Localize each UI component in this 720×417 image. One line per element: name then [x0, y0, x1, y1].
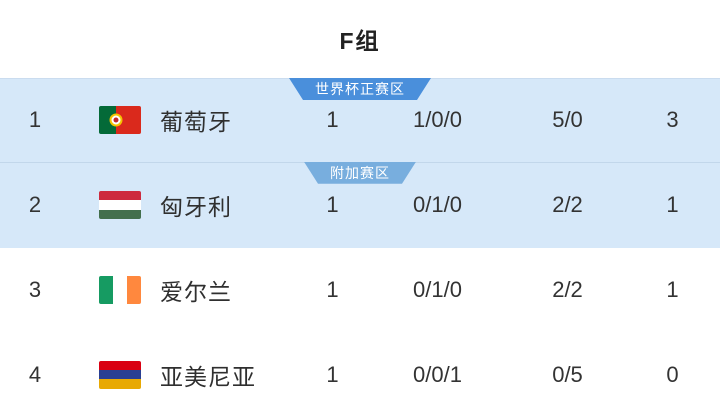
table-row-portugal[interactable]: 世界杯正赛区 1 葡萄牙 1 1/0/0 5/0 3	[0, 78, 720, 163]
win-draw-loss-cell: 1/0/0	[413, 107, 462, 133]
team-name: 爱尔兰	[160, 278, 232, 305]
goals-cell: 2/2	[552, 192, 583, 218]
team-name: 匈牙利	[160, 194, 232, 221]
goals-cell: 2/2	[552, 276, 583, 302]
table-row-armenia[interactable]: 4 亚美尼亚 1 0/0/1 0/5 0	[0, 332, 720, 417]
rank-cell: 4	[28, 361, 42, 387]
playoff-zone-badge: 附加赛区	[304, 162, 416, 184]
win-draw-loss-cell: 0/1/0	[413, 276, 462, 302]
goals-cell: 0/5	[552, 361, 583, 387]
played-cell: 1	[326, 107, 339, 133]
team-cell: 匈牙利	[70, 188, 300, 222]
armenia-flag-icon	[99, 360, 141, 389]
played-cell: 1	[326, 192, 339, 218]
played-cell: 1	[326, 361, 339, 387]
table-row-ireland[interactable]: 3 爱尔兰 1 0/1/0 2/2 1	[0, 247, 720, 333]
win-draw-loss-cell: 0/0/1	[413, 361, 462, 387]
world-cup-zone-badge: 世界杯正赛区	[289, 78, 431, 100]
ireland-flag-icon	[99, 275, 141, 304]
team-cell: 爱尔兰	[70, 273, 300, 307]
team-name: 亚美尼亚	[160, 363, 256, 390]
points-cell: 1	[666, 276, 679, 302]
points-cell: 0	[666, 361, 679, 387]
portugal-flag-icon	[99, 106, 141, 135]
rank-cell: 1	[28, 107, 42, 133]
win-draw-loss-cell: 0/1/0	[413, 192, 462, 218]
team-cell: 葡萄牙	[70, 103, 300, 137]
points-cell: 3	[666, 107, 679, 133]
rank-cell: 2	[28, 192, 42, 218]
standings-table: 世界杯正赛区 1 葡萄牙 1 1/0/0 5/0 3 附加赛区 2	[0, 78, 720, 417]
rank-cell: 3	[28, 276, 42, 302]
group-title: F组	[339, 28, 381, 54]
table-row-hungary[interactable]: 附加赛区 2 匈牙利 1 0/1/0 2/2 1	[0, 163, 720, 248]
played-cell: 1	[326, 276, 339, 302]
page-header: F组	[0, 0, 720, 78]
team-cell: 亚美尼亚	[70, 358, 300, 392]
hungary-flag-icon	[99, 191, 141, 220]
goals-cell: 5/0	[552, 107, 583, 133]
points-cell: 1	[666, 192, 679, 218]
team-name: 葡萄牙	[160, 109, 232, 136]
